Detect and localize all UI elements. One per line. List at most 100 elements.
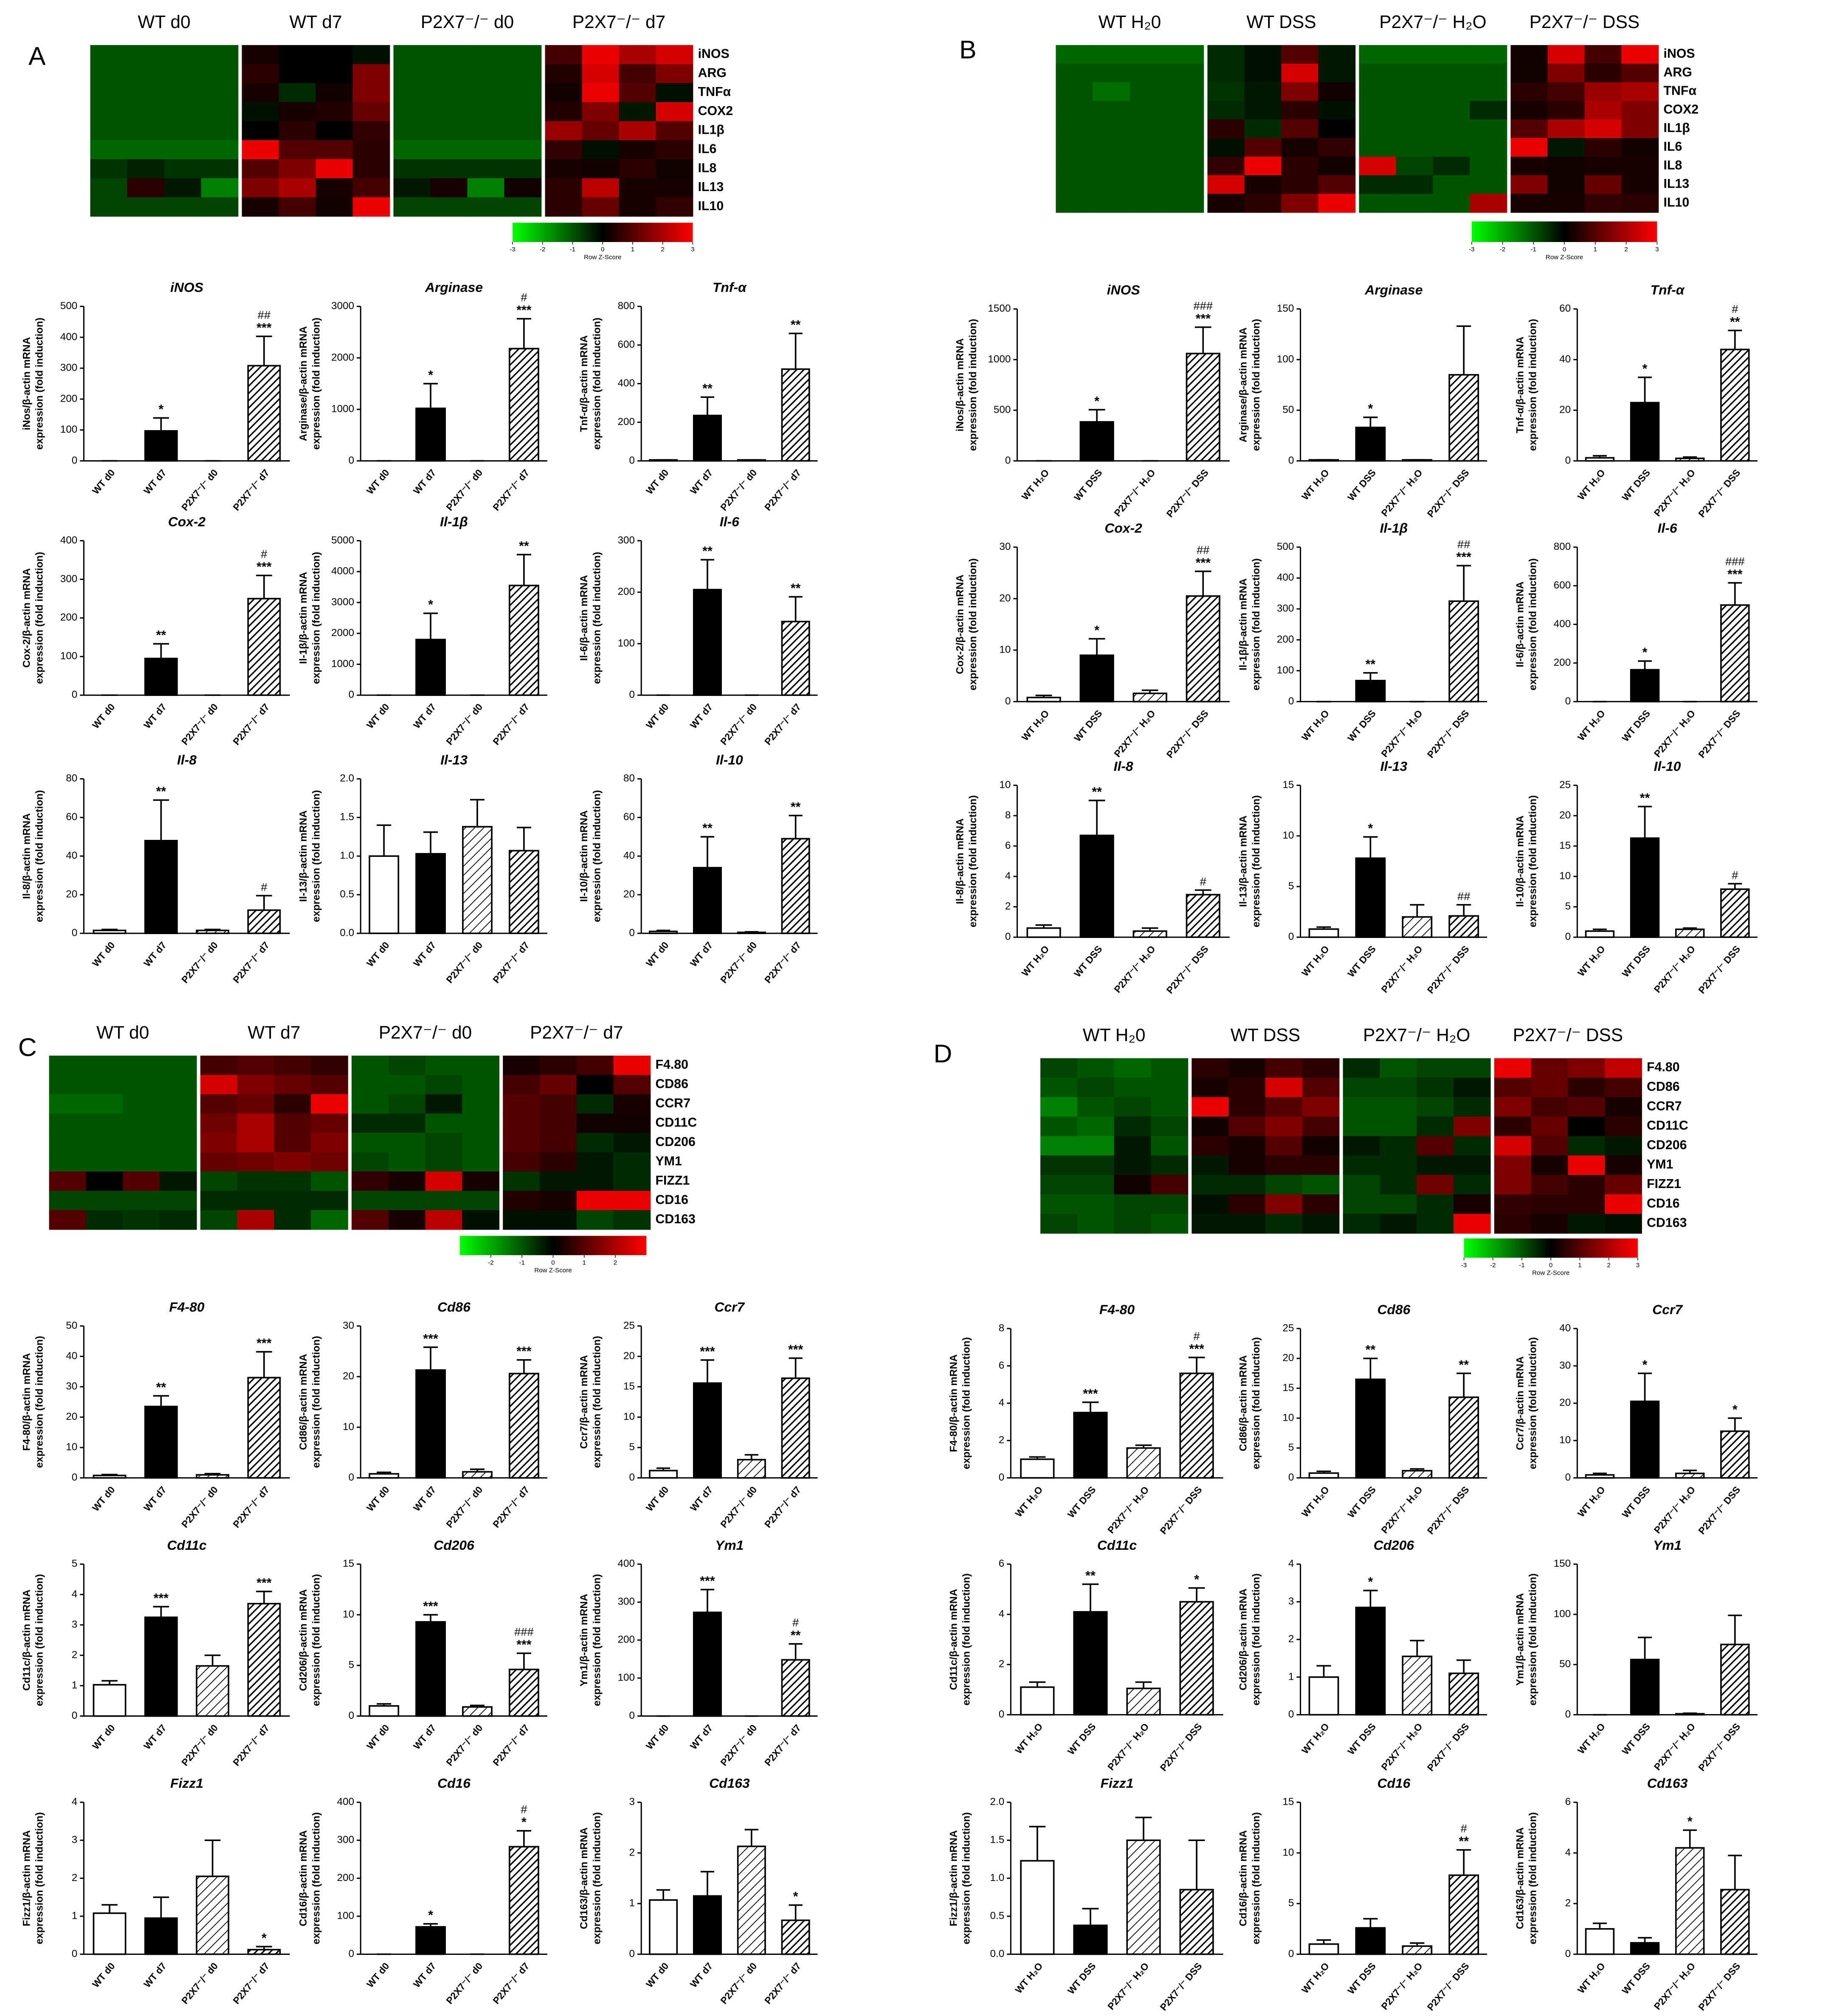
heat-cell [1056, 175, 1093, 194]
y-tick-label: 0 [72, 1710, 78, 1721]
y-tick-label: 300 [1277, 603, 1294, 614]
significance-stars: *** [1727, 568, 1743, 582]
heat-cell [540, 1210, 577, 1230]
bar [509, 850, 539, 934]
y-axis-label: expression (fold induction) [1527, 1812, 1539, 1944]
heat-cell [656, 197, 693, 217]
heat-cell [159, 1075, 197, 1095]
heat-cell [1470, 45, 1507, 64]
heat-cell [1228, 1058, 1266, 1078]
error-bar [1456, 1849, 1471, 1875]
y-tick-label: 8 [999, 1322, 1005, 1334]
y-axis-label: expression (fold induction) [34, 318, 45, 450]
heat-cell [200, 1171, 238, 1191]
bar [196, 1474, 229, 1479]
x-tick-label: WT DSS [1345, 467, 1378, 503]
heat-cell [467, 178, 505, 198]
error-bar [153, 1896, 169, 1918]
y-axis-label: expression (fold induction) [592, 552, 603, 684]
error-bar [1135, 1681, 1152, 1689]
heat-cell [1114, 1175, 1152, 1195]
heat-cell [237, 1075, 275, 1095]
chart-title: Ym1 [1653, 1537, 1682, 1553]
x-tick-label: P2X7⁻/⁻ d7 [490, 467, 531, 513]
heat-cell [1077, 1194, 1115, 1214]
heat-cell [86, 1094, 123, 1114]
error-bar [700, 396, 715, 416]
heat-cell [1207, 194, 1245, 213]
heat-cell [90, 64, 128, 84]
x-tick-label: P2X7⁻/⁻ H₂O [1652, 1484, 1698, 1535]
heat-cell [1077, 1058, 1115, 1078]
heat-cell [1093, 45, 1130, 64]
heat-cell [90, 121, 128, 141]
y-axis-label: expression (fold induction) [967, 558, 979, 690]
y-axis-label: Tnf-α/β-actin mRNA [578, 335, 590, 432]
error-bar [1194, 570, 1211, 596]
heat-cell [1621, 119, 1659, 138]
heat-cell [90, 102, 128, 122]
y-tick-label: 0 [349, 455, 354, 466]
colorbar-tick-label: 0 [1549, 1261, 1552, 1269]
heat-cell [1621, 138, 1659, 157]
heat-cell [1093, 63, 1130, 83]
y-tick-label: 30 [999, 541, 1011, 552]
heat-cell [279, 45, 316, 65]
heat-cell [1453, 1058, 1491, 1078]
heat-cell [1265, 1175, 1303, 1195]
row-label: CD11C [1647, 1119, 1688, 1133]
heat-cell [1130, 119, 1167, 138]
heat-cell [1396, 175, 1434, 194]
x-tick-label: P2X7⁻/⁻ H₂O [1652, 467, 1698, 518]
bar [415, 407, 446, 462]
bar [1355, 426, 1386, 462]
y-axis-label: Ym1/β-actin mRNA [1514, 1593, 1526, 1686]
significance-stars: ** [156, 628, 166, 642]
y-tick-label: 300 [337, 1834, 354, 1846]
heat-cell [388, 1075, 426, 1095]
heat-cell [1605, 1194, 1642, 1214]
heat-cell [1621, 63, 1659, 83]
bar [369, 1473, 400, 1479]
heat-cell [619, 140, 656, 160]
bar [1308, 1943, 1339, 1955]
row-label: COX2 [698, 104, 733, 118]
bar [1020, 1458, 1055, 1479]
row-label: CD11C [656, 1115, 697, 1129]
error-bar [1728, 1417, 1742, 1431]
colorbar-tick-label: -2 [540, 246, 545, 253]
bar [1179, 1601, 1214, 1716]
bar [1720, 1644, 1750, 1716]
heat-cell [1040, 1078, 1078, 1098]
significance-stars: ** [1092, 785, 1102, 799]
heat-cell [1396, 101, 1434, 120]
heat-cell [1343, 1078, 1380, 1098]
colorbar-tick-label: 0 [1563, 246, 1566, 253]
heat-cell [1166, 119, 1204, 138]
heat-cell [1453, 1175, 1491, 1195]
heat-cell [242, 178, 279, 198]
y-axis-label: expression (fold induction) [967, 795, 979, 927]
bar [1448, 600, 1479, 703]
heat-cell [1318, 45, 1356, 64]
error-bar [516, 1652, 531, 1670]
heat-cell [1605, 1116, 1642, 1137]
y-axis-label: F4-80/β-actin mRNA [948, 1354, 959, 1452]
heat-cell [1093, 101, 1130, 120]
heat-cell [1207, 175, 1245, 194]
group-label: P2X7⁻/⁻ d7 [572, 12, 665, 32]
y-tick-label: 3 [1288, 1596, 1294, 1607]
significance-hash: ### [1194, 299, 1213, 312]
y-tick-label: 1.5 [990, 1834, 1004, 1846]
error-bar [101, 1904, 118, 1913]
x-tick-label: P2X7⁻/⁻ d7 [490, 1960, 531, 2006]
error-bar [1082, 1401, 1099, 1413]
heat-cell [352, 178, 390, 198]
bar [1355, 680, 1386, 703]
y-tick-label: 10 [999, 644, 1011, 656]
y-tick-label: 2 [1005, 901, 1011, 912]
chart-title: Ccr7 [714, 1299, 745, 1315]
error-bar [1638, 1937, 1652, 1943]
heat-cell [1380, 1155, 1417, 1176]
heat-cell [49, 1056, 87, 1076]
